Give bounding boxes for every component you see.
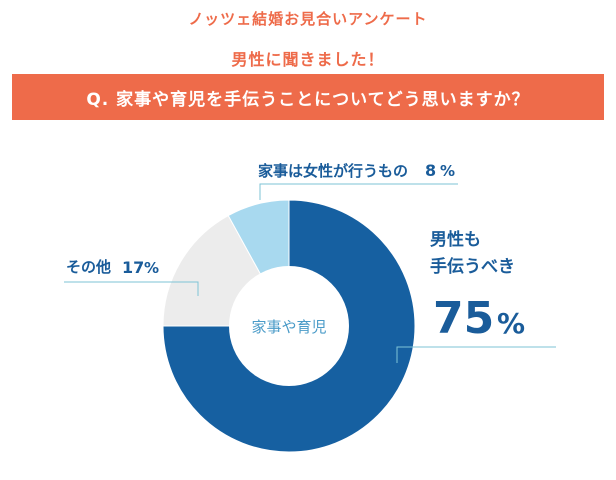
slice-value-should-help: 75 — [433, 293, 494, 344]
slice-unit-other: % — [144, 259, 159, 277]
donut-center-label: 家事や育児 — [251, 318, 326, 336]
leader-line-housework-women — [259, 183, 458, 200]
donut-hole — [229, 266, 349, 386]
respondents-heading: 男性に聞きました！ — [231, 50, 385, 69]
slice-label-should-help-line2: 手伝うべき — [430, 256, 515, 277]
slice-value-housework-women: 8 — [425, 161, 436, 180]
slice-unit-housework-women: % — [440, 162, 455, 180]
slice-label-other: その他 — [66, 258, 111, 276]
slice-label-should-help-line1: 男性も — [430, 229, 481, 250]
question-banner: Q. 家事や育児を手伝うことについてどう思いますか？ — [12, 74, 604, 120]
leader-line-should-help — [396, 346, 556, 363]
slice-label-housework-women: 家事は女性が行うもの — [258, 162, 408, 180]
leader-line-other — [64, 281, 199, 296]
slice-unit-should-help: % — [497, 307, 525, 340]
survey-title: ノッツェ結婚お見合いアンケート — [188, 10, 428, 28]
slice-value-other: 17 — [122, 258, 144, 277]
slice-should-help — [162, 199, 416, 453]
question-text: Q. 家事や育児を手伝うことについてどう思いますか？ — [86, 89, 530, 110]
